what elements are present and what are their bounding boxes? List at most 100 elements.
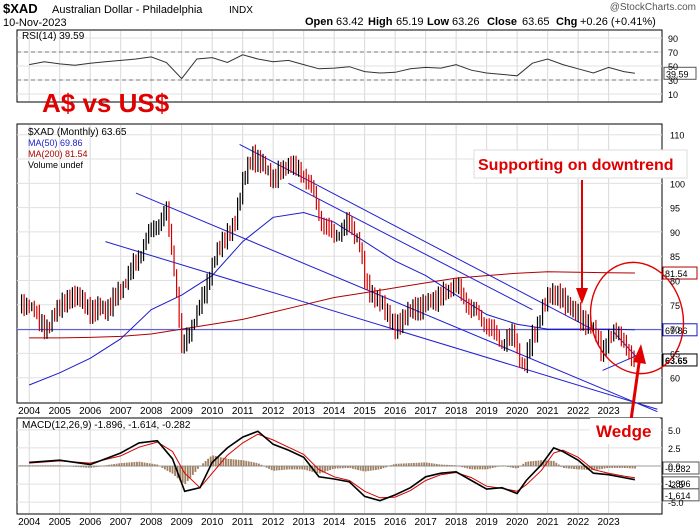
macd-histogram-bar (227, 458, 230, 467)
macd-histogram-bar (217, 456, 220, 467)
year-tick-label: 2017 (415, 406, 438, 417)
macd-histogram-bar (308, 466, 311, 472)
macd-histogram-bar (352, 466, 354, 469)
year-tick-label: 2015 (354, 406, 377, 417)
macd-histogram-bar (186, 466, 189, 481)
macd-histogram-bar (430, 463, 433, 467)
macd-histogram-bar (273, 466, 276, 471)
macd-histogram-bar (92, 466, 95, 468)
macd-histogram-bar (557, 464, 560, 467)
macd-histogram-bar (197, 466, 199, 469)
macd-histogram-bar (329, 466, 331, 471)
macd-histogram-bar (293, 466, 296, 470)
year-tick-label: 2009 (171, 406, 194, 417)
instrument-name: Australian Dollar - Philadelphia (52, 4, 203, 16)
year-tick-label: 2011 (232, 406, 254, 417)
macd-histogram-bar (537, 460, 540, 467)
macd-histogram-bar (207, 458, 210, 467)
macd-histogram-bar (438, 464, 441, 467)
macd-histogram-bar (433, 463, 436, 467)
macd-histogram-bar (146, 462, 149, 467)
macd-histogram-bar (535, 460, 537, 467)
macd-histogram-bar (90, 466, 93, 468)
macd-histogram-bar (400, 463, 403, 467)
year-tick-label: 2016 (384, 517, 407, 528)
macd-histogram-bar (245, 460, 248, 467)
macd-histogram-bar (268, 466, 271, 469)
macd-tick-label: -2.5 (668, 480, 684, 490)
macd-signal-line (29, 433, 635, 499)
macd-tick-label: 5.0 (668, 426, 681, 436)
year-tick-label: 2016 (384, 406, 407, 417)
macd-histogram-bar (517, 466, 520, 468)
year-tick-label: 2019 (476, 517, 499, 528)
macd-histogram-bar (423, 462, 426, 467)
macd-histogram-bar (593, 466, 596, 470)
year-tick-label: 2008 (140, 517, 163, 528)
price-tick-label: 95 (670, 204, 680, 214)
macd-histogram-bar (270, 466, 273, 471)
macd-histogram-bar (230, 459, 232, 467)
macd-histogram-bar (95, 466, 98, 468)
macd-histogram-bar (463, 466, 466, 468)
macd-histogram-bar (565, 466, 568, 469)
wedge-ellipse (589, 261, 685, 375)
macd-histogram-bar (441, 464, 443, 467)
macd-histogram-bar (601, 466, 603, 469)
trendline (105, 241, 658, 410)
macd-histogram-bar (301, 466, 304, 470)
macd-histogram-bar (169, 466, 171, 473)
macd-histogram-bar (494, 466, 497, 468)
macd-histogram-bar (524, 462, 527, 467)
high-value: 65.19 (396, 16, 424, 28)
macd-histogram-bar (346, 466, 349, 469)
symbol-label: $XAD (3, 1, 38, 16)
macd-histogram-bar (357, 466, 359, 470)
macd-histogram-bar (189, 466, 192, 478)
macd-histogram-bar (563, 466, 565, 469)
macd-histogram-bar (80, 466, 82, 468)
macd-histogram-bar (250, 461, 253, 467)
year-tick-label: 2020 (506, 406, 529, 417)
year-tick-label: 2022 (567, 406, 590, 417)
price-tick-label: 90 (670, 228, 680, 238)
macd-histogram-bar (334, 466, 337, 469)
watermark: @StockCharts.com (610, 2, 696, 13)
macd-tick-label: 2.5 (668, 444, 681, 454)
macd-line (29, 430, 636, 502)
year-tick-label: 2004 (18, 517, 41, 528)
macd-histogram-bar (397, 463, 400, 467)
macd-histogram-bar (87, 466, 90, 468)
macd-histogram-bar (382, 466, 385, 469)
macd-histogram-bar (125, 462, 128, 467)
macd-histogram-bar (377, 466, 380, 470)
axis-labels: 2004 2004 2005 2005 2006 2006 2007 2007 2008 2008… (18, 34, 685, 528)
year-tick-label: 2015 (354, 517, 377, 528)
close-value: 63.65 (522, 16, 550, 28)
price-value-tag (662, 353, 698, 367)
macd-histogram-bar (435, 463, 438, 467)
year-tick-label: 2006 (79, 517, 102, 528)
macd-histogram-bar (138, 461, 141, 467)
open-value: 63.42 (336, 16, 364, 28)
macd-value-tag (662, 488, 700, 502)
macd-histogram-bar (113, 464, 115, 467)
macd-histogram-bar (225, 458, 227, 467)
macd-histogram-bar (522, 463, 525, 467)
price-tick-label: 85 (670, 252, 680, 262)
rsi-tick-label: 30 (668, 76, 678, 86)
macd-histogram-bar (418, 462, 420, 467)
macd-histogram-bar (128, 462, 131, 467)
macd-histogram-bar (156, 464, 159, 467)
macd-histogram-bar (532, 460, 535, 467)
macd-histogram-bar (529, 461, 532, 467)
macd-histogram-bar (413, 462, 415, 467)
macd-histogram-bar (298, 466, 301, 470)
macd-histogram-bar (608, 466, 611, 468)
year-tick-label: 2005 (49, 406, 72, 417)
macd-histogram-bar (385, 466, 387, 468)
macd-histogram-bar (555, 462, 558, 467)
year-tick-label: 2005 (49, 517, 72, 528)
macd-histogram-bar (616, 466, 619, 468)
